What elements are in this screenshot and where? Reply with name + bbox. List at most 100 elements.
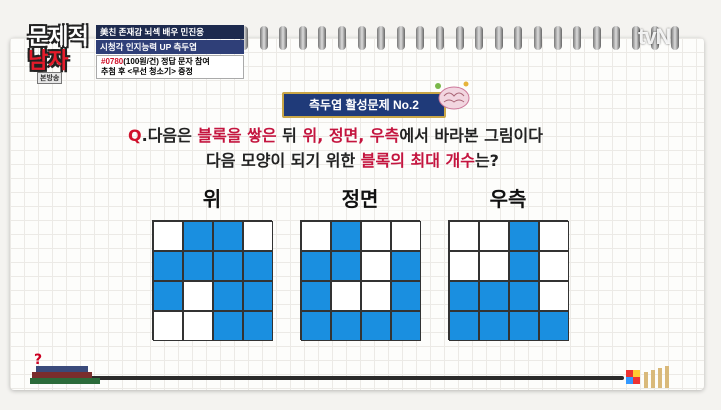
block-cell-filled <box>391 251 421 281</box>
block-cell-filled <box>243 281 273 311</box>
block-cell-filled <box>331 221 361 251</box>
sms-code: #0780 <box>101 57 124 66</box>
problem-title: 측두엽 활성문제 No.2 <box>282 92 446 118</box>
block-cell-empty <box>361 281 391 311</box>
block-cell-filled <box>331 311 361 341</box>
binder-ring <box>435 26 444 50</box>
sms-info: (100원/건) 정답 문자 참여 <box>123 57 210 66</box>
block-cell-empty <box>539 251 569 281</box>
binder-ring <box>377 26 386 50</box>
block-cell-filled <box>213 281 243 311</box>
binder-ring <box>573 26 582 50</box>
q2-text-a: 다음 모양이 되기 위한 <box>206 151 361 170</box>
block-cell-empty <box>153 221 183 251</box>
binder-ring <box>279 26 288 50</box>
q1-text-a: .다음은 <box>141 126 198 145</box>
logo-line1: 문제적 <box>28 25 89 50</box>
block-cell-filled <box>243 251 273 281</box>
binder-ring <box>494 26 503 50</box>
block-cell-filled <box>213 251 243 281</box>
block-cell-filled <box>301 281 331 311</box>
binder-ring <box>671 26 680 50</box>
block-cell-empty <box>391 221 421 251</box>
block-cell-filled <box>361 311 391 341</box>
block-cell-filled <box>449 311 479 341</box>
channel-logo: tvN <box>638 24 671 49</box>
q1-highlight-1: 블록을 쌓은 <box>197 126 277 145</box>
block-cell-filled <box>391 281 421 311</box>
binder-ring <box>533 26 542 50</box>
block-cell-filled <box>301 311 331 341</box>
block-cell-filled <box>153 281 183 311</box>
block-cell-filled <box>479 281 509 311</box>
block-cell-filled <box>449 281 479 311</box>
block-cell-filled <box>509 311 539 341</box>
binder-ring <box>455 26 464 50</box>
block-cell-empty <box>539 281 569 311</box>
binder-ring <box>475 26 484 50</box>
view-label-front: 정면 <box>341 187 379 211</box>
block-cell-empty <box>361 221 391 251</box>
q1-highlight-2: 위, 정면, 우측 <box>302 126 400 145</box>
binder-ring <box>357 26 366 50</box>
svg-text:?: ? <box>34 352 42 368</box>
binder-rings <box>240 26 680 52</box>
view-grid-right <box>448 220 569 341</box>
binder-ring <box>514 26 523 50</box>
block-cell-filled <box>213 311 243 341</box>
question-line2: 다음 모양이 되기 위한 블록의 최대 개수는? <box>206 147 606 171</box>
binder-ring <box>553 26 562 50</box>
binder-ring <box>612 26 621 50</box>
block-cell-filled <box>183 251 213 281</box>
block-cell-filled <box>183 221 213 251</box>
view-label-top: 위 <box>202 187 222 211</box>
block-cell-empty <box>243 221 273 251</box>
view-label-right: 우측 <box>489 187 527 211</box>
show-logo: 문제적 남자 <box>24 24 90 84</box>
block-cell-filled <box>213 221 243 251</box>
block-cell-empty <box>539 221 569 251</box>
binder-ring <box>318 26 327 50</box>
books-decoration-icon: ? <box>30 352 100 384</box>
block-cell-empty <box>449 251 479 281</box>
block-cell-empty <box>331 281 361 311</box>
q1-text-b: 뒤 <box>276 126 303 145</box>
q2-highlight: 블록의 최대 개수 <box>360 151 475 170</box>
block-cell-filled <box>301 251 331 281</box>
block-cell-empty <box>183 281 213 311</box>
broadcast-badge: 본방송 <box>37 72 63 84</box>
question-line1: Q.다음은 블록을 쌓은 뒤 위, 정면, 우측에서 바라본 그림이다 <box>128 122 608 146</box>
brain-icon <box>435 81 470 110</box>
block-cell-filled <box>479 311 509 341</box>
block-cell-empty <box>449 221 479 251</box>
block-cell-empty <box>183 311 213 341</box>
prize-info: 추첨 후 <무선 청소기> 증정 <box>101 67 193 76</box>
question-mark: Q <box>128 126 142 145</box>
binder-ring <box>416 26 425 50</box>
binder-ring <box>337 26 346 50</box>
view-grid-top <box>152 220 273 341</box>
block-cell-empty <box>479 251 509 281</box>
block-cell-filled <box>509 221 539 251</box>
block-cell-empty <box>361 251 391 281</box>
binder-ring <box>651 26 660 50</box>
rubik-cube-icon <box>626 366 669 388</box>
binder-ring <box>240 26 248 50</box>
block-cell-filled <box>509 251 539 281</box>
block-cell-empty <box>301 221 331 251</box>
block-cell-empty <box>479 221 509 251</box>
block-cell-filled <box>331 251 361 281</box>
binder-ring <box>592 26 601 50</box>
caption-line2: 시청각 인지능력 UP 측두엽 <box>96 40 244 54</box>
block-cell-filled <box>153 251 183 281</box>
caption-info: #0780(100원/건) 정답 문자 참여 추첨 후 <무선 청소기> 증정 <box>96 55 244 79</box>
block-cell-empty <box>153 311 183 341</box>
binder-ring <box>631 26 640 50</box>
view-grid-front <box>300 220 421 341</box>
caption-box: 美친 존재감 뇌섹 배우 민진웅 시청각 인지능력 UP 측두엽 #0780(1… <box>96 25 244 79</box>
caption-line1: 美친 존재감 뇌섹 배우 민진웅 <box>96 25 244 39</box>
block-cell-filled <box>391 311 421 341</box>
block-cell-filled <box>539 311 569 341</box>
binder-ring <box>298 26 307 50</box>
block-cell-filled <box>243 311 273 341</box>
